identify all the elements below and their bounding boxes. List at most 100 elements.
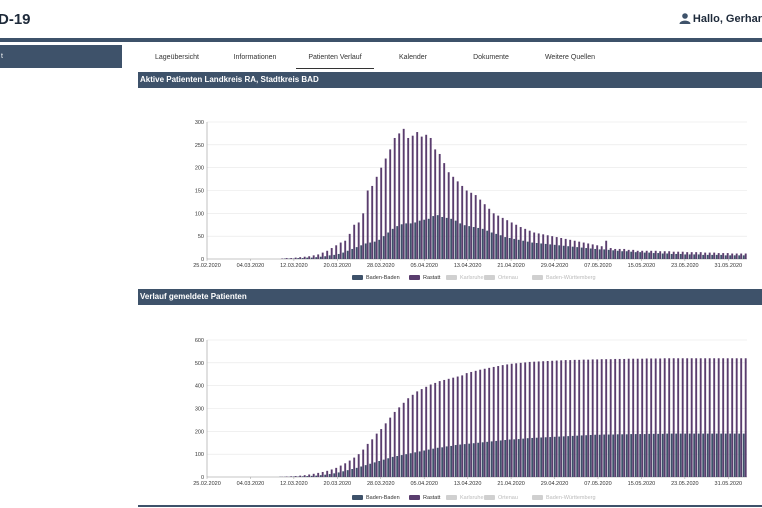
bar-baden-baden[interactable] <box>459 444 462 477</box>
bar-rastatt[interactable] <box>690 358 693 477</box>
bar-baden-baden[interactable] <box>324 256 327 259</box>
bar-rastatt[interactable] <box>681 251 684 259</box>
bar-baden-baden[interactable] <box>364 243 367 259</box>
bar-baden-baden[interactable] <box>738 255 741 259</box>
bar-baden-baden[interactable] <box>454 445 457 477</box>
bar-baden-baden[interactable] <box>657 433 660 477</box>
bar-rastatt[interactable] <box>623 358 626 477</box>
bar-baden-baden[interactable] <box>580 435 583 477</box>
bar-rastatt[interactable] <box>510 363 513 477</box>
bar-rastatt[interactable] <box>546 361 549 477</box>
bar-baden-baden[interactable] <box>549 244 552 259</box>
bar-rastatt[interactable] <box>290 258 293 259</box>
bar-baden-baden[interactable] <box>720 254 723 259</box>
legend-item[interactable]: Rastatt <box>409 275 441 281</box>
bar-rastatt[interactable] <box>542 234 545 259</box>
bar-baden-baden[interactable] <box>396 226 399 259</box>
bar-baden-baden[interactable] <box>324 474 327 477</box>
bar-rastatt[interactable] <box>371 185 374 259</box>
bar-baden-baden[interactable] <box>571 246 574 259</box>
bar-rastatt[interactable] <box>699 358 702 477</box>
bar-baden-baden[interactable] <box>396 455 399 477</box>
bar-rastatt[interactable] <box>447 378 450 477</box>
bar-rastatt[interactable] <box>353 457 356 477</box>
bar-rastatt[interactable] <box>321 471 324 477</box>
bar-rastatt[interactable] <box>362 213 365 259</box>
bar-baden-baden[interactable] <box>639 252 642 259</box>
bar-baden-baden[interactable] <box>472 443 475 477</box>
bar-baden-baden[interactable] <box>603 249 606 259</box>
bar-baden-baden[interactable] <box>427 449 430 477</box>
bar-baden-baden[interactable] <box>463 225 466 259</box>
legend-item[interactable]: Baden-Baden <box>352 275 400 281</box>
bar-rastatt[interactable] <box>384 423 387 477</box>
bar-baden-baden[interactable] <box>724 255 727 259</box>
bar-rastatt[interactable] <box>434 382 437 477</box>
bar-rastatt[interactable] <box>380 167 383 259</box>
bar-baden-baden[interactable] <box>333 254 336 259</box>
bar-rastatt[interactable] <box>618 248 621 259</box>
bar-baden-baden[interactable] <box>373 462 376 477</box>
bar-baden-baden[interactable] <box>373 241 376 259</box>
bar-baden-baden[interactable] <box>432 448 435 477</box>
bar-rastatt[interactable] <box>609 248 612 259</box>
bar-rastatt[interactable] <box>695 252 698 259</box>
bar-baden-baden[interactable] <box>490 232 493 259</box>
bar-rastatt[interactable] <box>524 228 527 259</box>
bar-baden-baden[interactable] <box>342 252 345 259</box>
bar-baden-baden[interactable] <box>517 439 520 477</box>
bar-baden-baden[interactable] <box>567 436 570 477</box>
bar-rastatt[interactable] <box>600 246 603 259</box>
bar-baden-baden[interactable] <box>499 235 502 259</box>
bar-baden-baden[interactable] <box>432 216 435 259</box>
bar-rastatt[interactable] <box>339 465 342 477</box>
bar-baden-baden[interactable] <box>427 218 430 259</box>
bar-baden-baden[interactable] <box>486 441 489 477</box>
bar-rastatt[interactable] <box>731 253 734 259</box>
bar-rastatt[interactable] <box>308 256 311 259</box>
bar-rastatt[interactable] <box>564 238 567 259</box>
bar-rastatt[interactable] <box>393 137 396 259</box>
bar-baden-baden[interactable] <box>486 230 489 259</box>
bar-baden-baden[interactable] <box>693 433 696 477</box>
bar-baden-baden[interactable] <box>414 222 417 259</box>
bar-baden-baden[interactable] <box>522 240 525 259</box>
legend-item[interactable]: Ortenau <box>484 495 518 501</box>
bar-rastatt[interactable] <box>596 359 599 477</box>
bar-baden-baden[interactable] <box>310 475 313 477</box>
bar-baden-baden[interactable] <box>571 435 574 477</box>
bar-baden-baden[interactable] <box>562 436 565 477</box>
bar-baden-baden[interactable] <box>652 253 655 259</box>
bar-baden-baden[interactable] <box>576 435 579 477</box>
bar-baden-baden[interactable] <box>423 219 426 259</box>
bar-rastatt[interactable] <box>600 359 603 477</box>
bar-rastatt[interactable] <box>663 358 666 477</box>
bar-baden-baden[interactable] <box>540 243 543 259</box>
bar-baden-baden[interactable] <box>468 443 471 477</box>
bar-baden-baden[interactable] <box>594 434 597 477</box>
bar-baden-baden[interactable] <box>729 433 732 477</box>
bar-rastatt[interactable] <box>456 181 459 259</box>
bar-rastatt[interactable] <box>560 360 563 477</box>
bar-rastatt[interactable] <box>492 213 495 259</box>
bar-rastatt[interactable] <box>537 361 540 477</box>
bar-rastatt[interactable] <box>290 476 293 477</box>
bar-baden-baden[interactable] <box>400 224 403 259</box>
bar-rastatt[interactable] <box>641 358 644 477</box>
bar-rastatt[interactable] <box>492 366 495 477</box>
bar-baden-baden[interactable] <box>630 434 633 477</box>
bar-baden-baden[interactable] <box>688 433 691 477</box>
bar-baden-baden[interactable] <box>315 257 318 259</box>
bar-baden-baden[interactable] <box>643 252 646 259</box>
bar-baden-baden[interactable] <box>598 249 601 259</box>
bar-baden-baden[interactable] <box>625 251 628 259</box>
bar-rastatt[interactable] <box>546 235 549 259</box>
bar-baden-baden[interactable] <box>661 253 664 259</box>
bar-baden-baden[interactable] <box>553 244 556 259</box>
bar-baden-baden[interactable] <box>445 217 448 259</box>
bar-rastatt[interactable] <box>366 443 369 477</box>
bar-rastatt[interactable] <box>299 257 302 259</box>
tab-weitere-quellen[interactable]: Weitere Quellen <box>530 45 610 69</box>
bar-rastatt[interactable] <box>321 252 324 259</box>
bar-baden-baden[interactable] <box>621 434 624 477</box>
